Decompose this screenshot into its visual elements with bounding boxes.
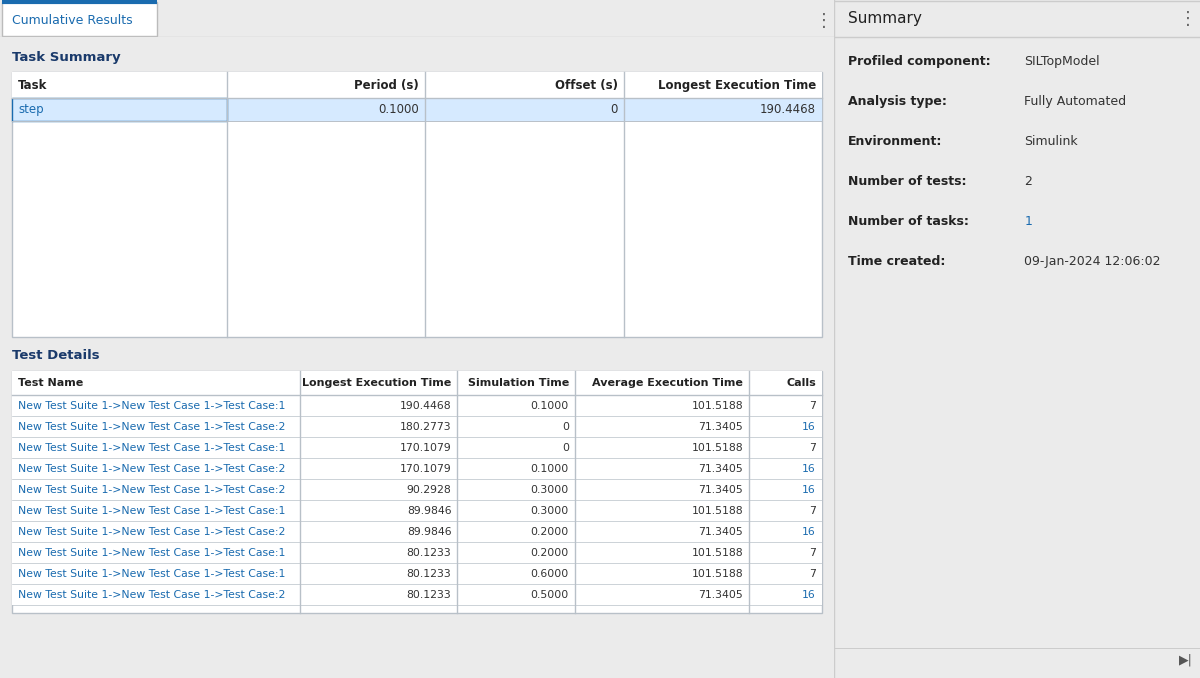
Text: Calls: Calls <box>786 378 816 388</box>
Text: 71.3405: 71.3405 <box>698 590 743 600</box>
Text: 7: 7 <box>809 401 816 411</box>
Text: 180.2773: 180.2773 <box>400 422 451 432</box>
Text: 90.2928: 90.2928 <box>407 485 451 495</box>
Text: 7: 7 <box>809 548 816 558</box>
Text: Offset (s): Offset (s) <box>554 79 618 92</box>
Text: 2: 2 <box>1025 175 1032 188</box>
Text: New Test Suite 1->New Test Case 1->Test Case:2: New Test Suite 1->New Test Case 1->Test … <box>18 590 286 600</box>
Text: Profiled component:: Profiled component: <box>848 55 991 68</box>
Text: Summary: Summary <box>848 11 922 26</box>
Text: Time created:: Time created: <box>848 255 946 268</box>
Text: Fully Automated: Fully Automated <box>1025 95 1127 108</box>
Text: 80.1233: 80.1233 <box>407 590 451 600</box>
Text: 190.4468: 190.4468 <box>760 103 816 117</box>
Text: 09-Jan-2024 12:06:02: 09-Jan-2024 12:06:02 <box>1025 255 1160 268</box>
Bar <box>12 437 822 458</box>
Text: 101.5188: 101.5188 <box>691 548 743 558</box>
Text: Longest Execution Time: Longest Execution Time <box>302 378 451 388</box>
Text: 101.5188: 101.5188 <box>691 569 743 579</box>
Text: New Test Suite 1->New Test Case 1->Test Case:2: New Test Suite 1->New Test Case 1->Test … <box>18 527 286 537</box>
Text: Environment:: Environment: <box>848 135 942 148</box>
Text: 0.2000: 0.2000 <box>530 548 569 558</box>
Bar <box>12 98 227 121</box>
Text: New Test Suite 1->New Test Case 1->Test Case:1: New Test Suite 1->New Test Case 1->Test … <box>18 569 286 579</box>
Text: Cumulative Results: Cumulative Results <box>12 14 133 27</box>
Text: 7: 7 <box>809 443 816 453</box>
Text: Number of tests:: Number of tests: <box>848 175 966 188</box>
Text: 170.1079: 170.1079 <box>400 443 451 453</box>
Text: 71.3405: 71.3405 <box>698 485 743 495</box>
Text: New Test Suite 1->New Test Case 1->Test Case:1: New Test Suite 1->New Test Case 1->Test … <box>18 506 286 516</box>
Text: New Test Suite 1->New Test Case 1->Test Case:1: New Test Suite 1->New Test Case 1->Test … <box>18 401 286 411</box>
Text: 170.1079: 170.1079 <box>400 464 451 474</box>
Text: 80.1233: 80.1233 <box>407 569 451 579</box>
Text: 71.3405: 71.3405 <box>698 527 743 537</box>
Text: 0: 0 <box>562 443 569 453</box>
Bar <box>12 500 822 521</box>
Bar <box>12 584 822 605</box>
Text: New Test Suite 1->New Test Case 1->Test Case:2: New Test Suite 1->New Test Case 1->Test … <box>18 422 286 432</box>
Text: 7: 7 <box>809 506 816 516</box>
Text: 101.5188: 101.5188 <box>691 401 743 411</box>
Text: SILTopModel: SILTopModel <box>1025 55 1100 68</box>
Text: 16: 16 <box>803 464 816 474</box>
Bar <box>12 73 822 337</box>
Text: 71.3405: 71.3405 <box>698 464 743 474</box>
Text: ⋮: ⋮ <box>1178 9 1198 28</box>
Text: 190.4468: 190.4468 <box>400 401 451 411</box>
Bar <box>12 521 822 542</box>
Text: ⋮: ⋮ <box>815 12 833 30</box>
Text: New Test Suite 1->New Test Case 1->Test Case:2: New Test Suite 1->New Test Case 1->Test … <box>18 485 286 495</box>
Text: 0.3000: 0.3000 <box>530 506 569 516</box>
Bar <box>12 479 822 500</box>
Text: Task: Task <box>18 79 47 92</box>
Text: 101.5188: 101.5188 <box>691 443 743 453</box>
Text: 71.3405: 71.3405 <box>698 422 743 432</box>
Text: 16: 16 <box>803 485 816 495</box>
Text: Test Name: Test Name <box>18 378 83 388</box>
Text: 0: 0 <box>562 422 569 432</box>
Text: 89.9846: 89.9846 <box>407 527 451 537</box>
Bar <box>12 395 822 416</box>
Text: 0: 0 <box>610 103 618 117</box>
Bar <box>12 73 822 98</box>
Bar <box>12 563 822 584</box>
Text: Task Summary: Task Summary <box>12 52 121 64</box>
Text: 0.6000: 0.6000 <box>530 569 569 579</box>
Text: Longest Execution Time: Longest Execution Time <box>658 79 816 92</box>
Text: 1: 1 <box>1025 215 1032 228</box>
Bar <box>12 372 822 395</box>
Text: 101.5188: 101.5188 <box>691 506 743 516</box>
Text: Test Details: Test Details <box>12 349 100 362</box>
Text: Period (s): Period (s) <box>354 79 419 92</box>
Text: 16: 16 <box>803 527 816 537</box>
Text: 16: 16 <box>803 590 816 600</box>
Text: 16: 16 <box>803 422 816 432</box>
Bar <box>12 372 822 614</box>
Text: 0.3000: 0.3000 <box>530 485 569 495</box>
Text: 89.9846: 89.9846 <box>407 506 451 516</box>
Text: New Test Suite 1->New Test Case 1->Test Case:1: New Test Suite 1->New Test Case 1->Test … <box>18 548 286 558</box>
Bar <box>2 2 157 37</box>
Text: step: step <box>18 103 43 117</box>
Text: 0.5000: 0.5000 <box>530 590 569 600</box>
Text: Analysis type:: Analysis type: <box>848 95 947 108</box>
Text: Number of tasks:: Number of tasks: <box>848 215 968 228</box>
Text: Simulation Time: Simulation Time <box>468 378 569 388</box>
Text: 80.1233: 80.1233 <box>407 548 451 558</box>
Text: 0.1000: 0.1000 <box>530 464 569 474</box>
Text: Average Execution Time: Average Execution Time <box>593 378 743 388</box>
Text: New Test Suite 1->New Test Case 1->Test Case:1: New Test Suite 1->New Test Case 1->Test … <box>18 443 286 453</box>
Bar <box>12 542 822 563</box>
Bar <box>12 416 822 437</box>
Text: 0.1000: 0.1000 <box>530 401 569 411</box>
Bar <box>12 458 822 479</box>
Text: Simulink: Simulink <box>1025 135 1078 148</box>
Text: New Test Suite 1->New Test Case 1->Test Case:2: New Test Suite 1->New Test Case 1->Test … <box>18 464 286 474</box>
Text: 0.2000: 0.2000 <box>530 527 569 537</box>
Text: 7: 7 <box>809 569 816 579</box>
Text: ▶|: ▶| <box>1180 654 1193 666</box>
Text: 0.1000: 0.1000 <box>378 103 419 117</box>
Bar <box>12 98 822 121</box>
